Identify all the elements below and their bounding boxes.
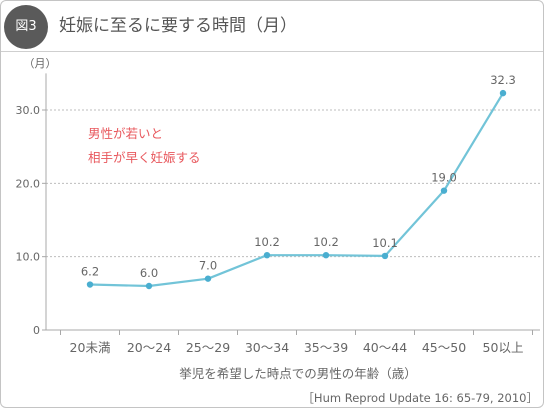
x-tick-label: 45〜50	[422, 340, 466, 355]
data-point	[204, 275, 212, 282]
data-label: 10.2	[254, 235, 280, 249]
y-tick-label: 10.0	[16, 251, 41, 264]
x-tick-label: 50以上	[483, 340, 524, 355]
data-label: 7.0	[199, 259, 217, 273]
data-point	[381, 252, 389, 260]
y-tick-label: 20.0	[16, 177, 41, 190]
data-point	[263, 252, 271, 259]
y-tick-label: 30.0	[16, 104, 41, 117]
x-tick-label: 35〜39	[304, 340, 348, 355]
data-label: 10.2	[313, 235, 339, 249]
series-line	[89, 92, 504, 288]
data-point	[145, 282, 153, 290]
x-axis-label: 挙児を希望した時点での男性の年齢（歳）	[179, 366, 417, 381]
x-tick-label: 25〜29	[186, 340, 230, 355]
y-axis-label: （月）	[24, 57, 57, 70]
chart-annotation: 相手が早く妊娠する	[88, 150, 201, 165]
data-label: 10.1	[372, 236, 398, 250]
data-point	[499, 89, 507, 97]
x-tick-label: 20未満	[70, 340, 111, 355]
x-tick-label: 30〜34	[245, 340, 289, 355]
data-point	[322, 252, 330, 259]
figure-number-badge: 図3	[4, 5, 48, 49]
x-tick-label: 20〜24	[127, 340, 171, 355]
data-label: 19.0	[431, 171, 457, 185]
source-citation: ［Hum Reprod Update 16: 65-79, 2010］	[302, 391, 538, 405]
data-point	[86, 281, 94, 288]
data-label: 6.0	[140, 266, 158, 280]
header-divider	[1, 51, 543, 52]
data-label: 6.2	[81, 265, 99, 279]
y-tick-label: 0	[33, 324, 40, 337]
data-label: 32.3	[490, 73, 516, 87]
x-tick-label: 40〜44	[363, 340, 407, 355]
chart-annotation: 男性が若いと	[88, 126, 163, 141]
chart-title: 妊娠に至るに要する時間（月）	[59, 16, 297, 36]
data-point	[440, 187, 448, 194]
